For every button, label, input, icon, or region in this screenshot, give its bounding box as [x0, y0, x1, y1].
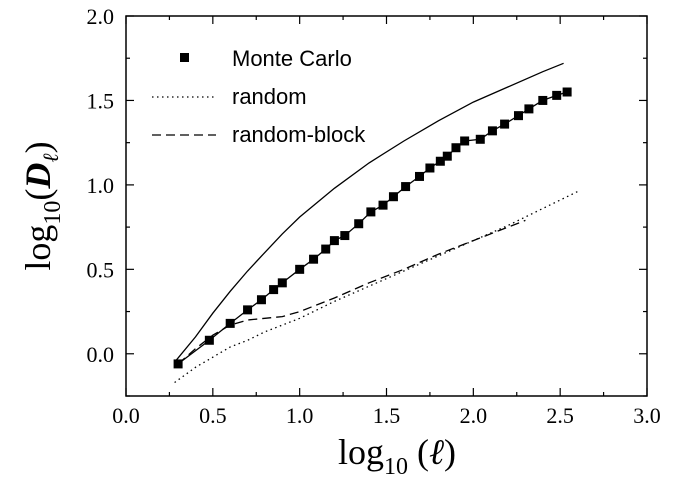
monte-carlo-point [366, 207, 376, 217]
x-tick-label: 2.0 [460, 403, 488, 428]
legend-label-random: random [232, 84, 307, 109]
monte-carlo-point [277, 278, 287, 288]
monte-carlo-point [225, 318, 235, 328]
monte-carlo-point [340, 231, 350, 241]
y-tick-label: 0.5 [87, 257, 115, 282]
x-tick-label: 2.5 [546, 403, 574, 428]
monte-carlo-point [329, 236, 339, 246]
monte-carlo-point [475, 134, 485, 144]
legend-marker-monte-carlo [180, 53, 189, 62]
monte-carlo-point [243, 305, 253, 315]
monte-carlo-point [425, 163, 435, 173]
x-tick-label: 0.0 [112, 403, 140, 428]
x-axis-title: log10 (ℓ) [338, 432, 456, 478]
legend: Monte Carlo random random-block [152, 46, 366, 147]
x-tick-label: 1.0 [286, 403, 314, 428]
y-tick-label: 2.0 [87, 4, 115, 29]
x-tick-label: 1.5 [373, 403, 401, 428]
x-tick-label: 3.0 [633, 403, 661, 428]
y-tick-label: 0.0 [87, 342, 115, 367]
series-layer [173, 62, 578, 384]
monte-carlo-point [500, 119, 510, 129]
monte-carlo-point [524, 104, 534, 114]
monte-carlo-point [256, 295, 266, 305]
monte-carlo-point [388, 192, 398, 202]
series-line-upper-solid [174, 62, 564, 363]
monte-carlo-point [378, 200, 388, 210]
monte-carlo-point [204, 335, 214, 345]
monte-carlo-point [451, 143, 461, 153]
monte-carlo-point [487, 126, 497, 136]
series-line-random [174, 191, 578, 384]
monte-carlo-point [321, 244, 331, 254]
y-tick-label: 1.5 [87, 88, 115, 113]
monte-carlo-point [173, 359, 183, 369]
monte-carlo-point [442, 151, 452, 161]
monte-carlo-point [269, 285, 279, 295]
monte-carlo-point [538, 95, 548, 105]
monte-carlo-point [309, 254, 319, 264]
monte-carlo-point [562, 87, 572, 97]
axis-ticks [125, 15, 648, 397]
tick-labels: 0.0 0.5 1.0 1.5 2.0 2.5 3.0 0.0 0.5 1.0 1.5 2.0 [87, 4, 661, 428]
monte-carlo-point [354, 219, 364, 229]
monte-carlo-point [552, 90, 562, 100]
monte-carlo-point [460, 136, 470, 146]
monte-carlo-point [435, 156, 445, 166]
monte-carlo-point [414, 171, 424, 181]
legend-label-random-block: random-block [232, 122, 366, 147]
monte-carlo-point [401, 182, 411, 192]
x-tick-label: 0.5 [199, 403, 227, 428]
series-line-random-block [177, 219, 526, 365]
legend-label-monte-carlo: Monte Carlo [232, 46, 352, 71]
y-tick-label: 1.0 [87, 173, 115, 198]
monte-carlo-point [513, 111, 523, 121]
y-axis-title: log10(Dℓ) [18, 141, 66, 270]
monte-carlo-point [295, 264, 305, 274]
